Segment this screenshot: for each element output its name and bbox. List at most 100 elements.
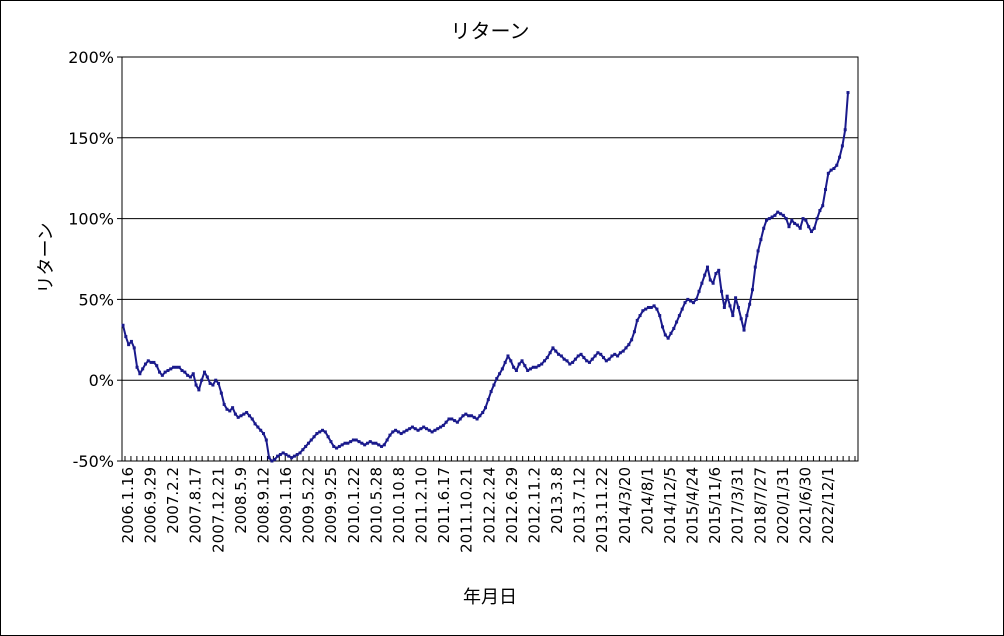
data-point <box>427 428 431 432</box>
data-point <box>801 217 805 221</box>
x-tick-label: 2020/1/31 <box>774 467 792 544</box>
data-point <box>832 167 836 171</box>
data-point <box>604 359 608 363</box>
data-point <box>380 444 384 448</box>
data-point <box>408 427 412 431</box>
data-point <box>158 370 162 374</box>
data-point <box>200 378 204 382</box>
data-point <box>464 412 468 416</box>
data-point <box>809 230 813 234</box>
data-point <box>264 438 268 442</box>
data-point <box>616 354 620 358</box>
data-point <box>708 278 712 282</box>
data-point <box>186 373 190 377</box>
x-tick-label: 2009.1.16 <box>277 467 295 543</box>
x-tick-label: 2007.12.21 <box>209 467 227 553</box>
data-point <box>484 406 487 410</box>
data-point <box>304 444 308 448</box>
data-point <box>765 218 769 222</box>
data-point <box>346 441 350 445</box>
data-point <box>773 213 777 217</box>
data-point <box>214 378 218 382</box>
x-tick-label: 2006.1.16 <box>119 467 137 543</box>
data-point <box>649 305 653 309</box>
data-point <box>548 351 552 355</box>
data-point <box>705 265 709 269</box>
x-tick-label: 2014/3/20 <box>616 467 634 544</box>
data-point <box>562 357 566 361</box>
data-point <box>225 407 229 411</box>
data-point <box>177 365 181 369</box>
data-point <box>377 443 381 447</box>
x-axis-label: 年月日 <box>463 587 517 608</box>
data-point <box>697 289 701 293</box>
data-point <box>430 430 434 434</box>
data-point <box>526 369 530 373</box>
data-point <box>172 365 176 369</box>
data-point <box>132 346 136 350</box>
data-point <box>256 425 260 429</box>
y-tick-label: 100% <box>68 210 114 229</box>
data-point <box>129 339 133 343</box>
data-point <box>672 326 676 330</box>
data-point <box>714 272 718 276</box>
data-point <box>492 383 496 387</box>
data-point <box>495 377 499 381</box>
x-tick-label: 2008.9.12 <box>254 467 272 543</box>
data-point <box>582 356 586 360</box>
data-point <box>593 354 597 358</box>
data-point <box>694 297 698 301</box>
data-point <box>127 343 131 347</box>
data-point <box>680 307 684 311</box>
data-point <box>602 356 606 360</box>
x-tick-label: 2010.10.8 <box>390 467 408 543</box>
data-point <box>349 440 353 444</box>
data-point <box>621 349 625 353</box>
plot-area <box>121 56 859 462</box>
data-point <box>326 435 330 439</box>
data-point <box>228 409 232 413</box>
data-point <box>531 365 535 369</box>
data-point <box>475 417 479 421</box>
data-point <box>804 218 808 222</box>
data-point <box>453 419 457 423</box>
x-tick-label: 2013.7.12 <box>571 467 589 543</box>
data-point <box>318 430 322 434</box>
data-point <box>767 217 771 221</box>
data-point <box>509 359 513 363</box>
data-point <box>630 338 634 342</box>
data-point <box>290 456 294 460</box>
data-point <box>343 441 347 445</box>
data-point <box>236 415 240 419</box>
data-point <box>374 441 378 445</box>
data-point <box>247 414 251 418</box>
data-point <box>309 438 313 442</box>
data-point <box>686 297 690 301</box>
data-point <box>610 354 614 358</box>
data-point <box>250 417 254 421</box>
data-point <box>340 443 344 447</box>
data-point <box>551 346 555 350</box>
data-point <box>722 305 726 309</box>
data-point <box>770 215 774 219</box>
data-point <box>332 444 336 448</box>
y-axis-label: リターン <box>36 222 57 293</box>
data-point <box>646 305 650 309</box>
data-point <box>281 451 285 455</box>
data-point <box>498 372 502 376</box>
x-tick-label: 2007.2.2 <box>164 467 182 534</box>
data-point <box>846 91 850 95</box>
data-point <box>658 314 662 318</box>
data-point <box>807 225 811 229</box>
data-point <box>790 218 794 222</box>
y-tick-label: 0% <box>89 371 114 390</box>
data-point <box>444 420 448 424</box>
data-point <box>537 364 541 368</box>
data-point <box>469 414 473 418</box>
data-point <box>298 451 302 455</box>
data-point <box>365 441 369 445</box>
data-point <box>402 430 406 434</box>
data-point <box>262 432 266 436</box>
data-point <box>632 330 636 334</box>
data-point <box>835 163 839 167</box>
